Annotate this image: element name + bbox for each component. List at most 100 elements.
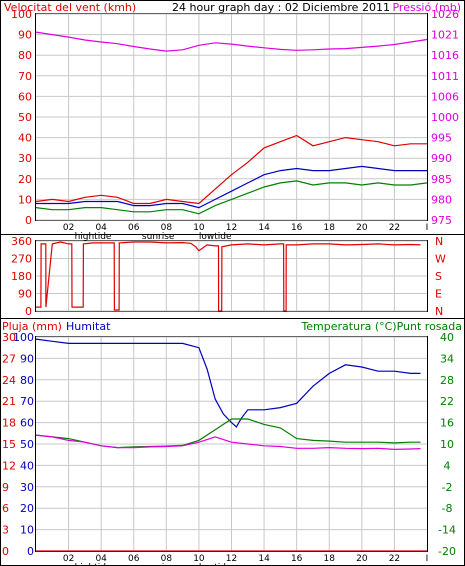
wind-series-line-magenta [35,31,428,52]
event-label: sunrise [142,563,175,566]
x-tick-label: 06 [128,554,140,564]
temperature-y-tick-label: -20 [438,545,456,558]
temperature-y-tick-label: -8 [442,502,453,515]
x-tick-label: 08 [161,554,173,564]
compass-label: W [435,253,446,266]
humidity-y-tick-label: 70 [20,395,34,408]
wind-y-tick-label: 40 [18,132,32,145]
wind-y-tick-label: 0 [25,214,32,227]
pressure-y-tick-label: 975 [431,214,452,227]
x-tick-label: 14 [258,554,270,564]
temperature-y-tick-label: 40 [440,331,454,344]
wind-y-tick-label: 90 [18,29,32,42]
x-tick-label: 02 [63,554,74,564]
humidity-y-tick-label: 20 [20,502,34,515]
rain-y-tick-label: 9 [2,481,9,494]
rain-y-tick-label: 27 [2,352,16,365]
humidity-panel-series-magenta [35,434,421,451]
rain-y-tick-label: 6 [2,502,9,515]
x-tick-label: 06 [128,223,140,233]
wind-y-tick-label: 70 [18,70,32,83]
pressure-y-tick-label: 1011 [431,70,459,83]
x-tick-label: I [426,223,429,233]
temperature-y-tick-label: 28 [440,374,454,387]
direction-y-tick-label: 180 [11,270,32,283]
pressure-y-tick-label: 980 [431,193,452,206]
x-tick-label: 16 [291,554,303,564]
x-tick-label: 20 [356,223,368,233]
event-label: hightide [75,563,112,566]
temperature-y-tick-label: 34 [440,352,454,365]
x-tick-label: 18 [324,223,336,233]
x-tick-label: 08 [161,223,173,233]
x-tick-label: 04 [95,223,107,233]
humidity-y-tick-label: 80 [20,374,34,387]
wind-series-line-red [35,134,427,205]
rain-y-tick-label: 0 [2,545,9,558]
graph-date-title: 24 hour graph day : 02 Diciembre 2011 [172,1,390,14]
x-tick-label: 20 [356,554,368,564]
rain-axis-title: Pluja (mm) [2,320,62,333]
direction-y-tick-label: 0 [25,305,32,318]
pressure-y-tick-label: 990 [431,152,452,165]
pressure-y-tick-label: 985 [431,173,452,186]
pressure-y-tick-label: 1021 [431,29,459,42]
x-tick-label: 22 [389,223,400,233]
wind-y-tick-label: 100 [11,8,32,21]
rain-y-tick-label: 30 [2,331,16,344]
pressure-y-tick-label: 1006 [431,90,459,103]
wind-series-line-green [35,180,428,215]
wind-y-tick-label: 30 [18,152,32,165]
wind-y-tick-label: 10 [18,193,32,206]
event-label: sunrise [142,232,175,242]
humidity-y-tick-label: 30 [20,481,34,494]
direction-series-line [36,241,421,312]
wind-y-tick-label: 60 [18,90,32,103]
x-tick-label: 12 [226,223,237,233]
event-label: lowtide [199,232,232,242]
rain-y-tick-label: 12 [2,459,16,472]
event-label: lowtide [199,563,232,566]
direction-y-tick-label: 90 [18,288,32,301]
wind-speed-title: Velocitat del vent (kmh) [4,1,136,14]
temperature-y-tick-label: -14 [438,524,456,537]
rain-y-tick-label: 24 [2,374,16,387]
pressure-y-tick-label: 1016 [431,49,459,62]
x-tick-label: I [426,554,429,564]
pressure-y-tick-label: 1026 [431,8,459,21]
x-tick-label: 18 [324,554,336,564]
x-tick-label: 16 [291,223,303,233]
humidity-y-tick-label: 50 [20,438,34,451]
pressure-y-tick-label: 995 [431,132,452,145]
temperature-y-tick-label: -2 [442,481,453,494]
wind-y-tick-label: 20 [18,173,32,186]
wind-y-tick-label: 50 [18,111,32,124]
wind-y-tick-label: 80 [18,49,32,62]
humidity-axis-title: Humitat [66,320,111,333]
direction-y-tick-label: 360 [11,235,32,248]
rain-y-tick-label: 3 [2,524,9,537]
x-tick-label: 04 [95,554,107,564]
rain-y-tick-label: 15 [2,438,16,451]
wind-series-line-blue [36,165,427,209]
compass-label: E [435,288,442,301]
pressure-title: Pressió (mb) [392,1,461,14]
humidity-panel-series-blue [35,338,421,428]
x-tick-label: 14 [258,223,270,233]
compass-label: N [435,235,443,248]
humidity-y-tick-label: 90 [20,352,34,365]
series-layer [35,31,428,552]
rain-y-tick-label: 18 [2,417,16,430]
humidity-y-tick-label: 10 [20,524,34,537]
pressure-y-tick-label: 1000 [431,111,459,124]
rain-y-tick-label: 21 [2,395,16,408]
x-tick-label: 02 [63,223,74,233]
compass-label: S [435,270,442,283]
temperature-y-tick-label: 4 [444,459,451,472]
temperature-y-tick-label: 22 [440,395,454,408]
humidity-y-tick-label: 0 [27,545,34,558]
x-tick-label: 10 [193,223,205,233]
